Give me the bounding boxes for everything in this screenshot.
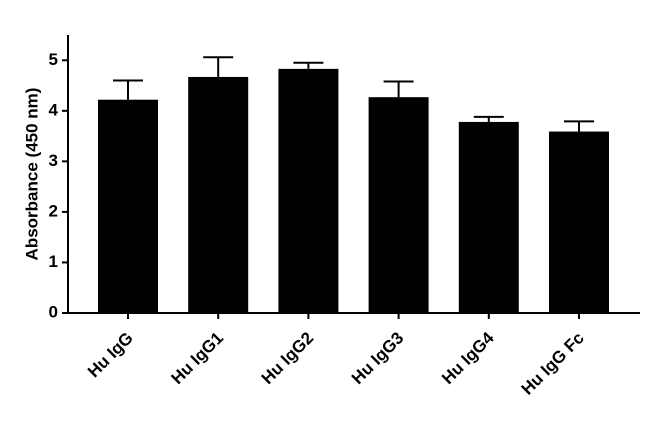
y-tick-label: 0: [49, 302, 58, 321]
y-tick-label: 4: [49, 100, 59, 119]
bar: [188, 76, 249, 313]
x-tick-label: Hu IgG: [84, 328, 137, 381]
x-tick-label: Hu IgG Fc: [518, 328, 588, 398]
x-tick-label: Hu IgG2: [258, 328, 318, 388]
bar: [549, 131, 609, 313]
bar: [458, 121, 519, 314]
y-axis-label: Absorbance (450 nm): [22, 88, 41, 261]
x-tick-label: Hu IgG4: [438, 328, 498, 388]
y-tick-label: 3: [49, 151, 58, 170]
y-tick-label: 1: [49, 252, 58, 271]
bar: [278, 68, 339, 314]
x-tick-label: Hu IgG1: [168, 328, 228, 388]
y-tick-label: 5: [49, 50, 58, 69]
y-tick-label: 2: [49, 201, 58, 220]
bar: [98, 99, 158, 313]
bar: [368, 97, 429, 314]
x-tick-label: Hu IgG3: [348, 328, 408, 388]
